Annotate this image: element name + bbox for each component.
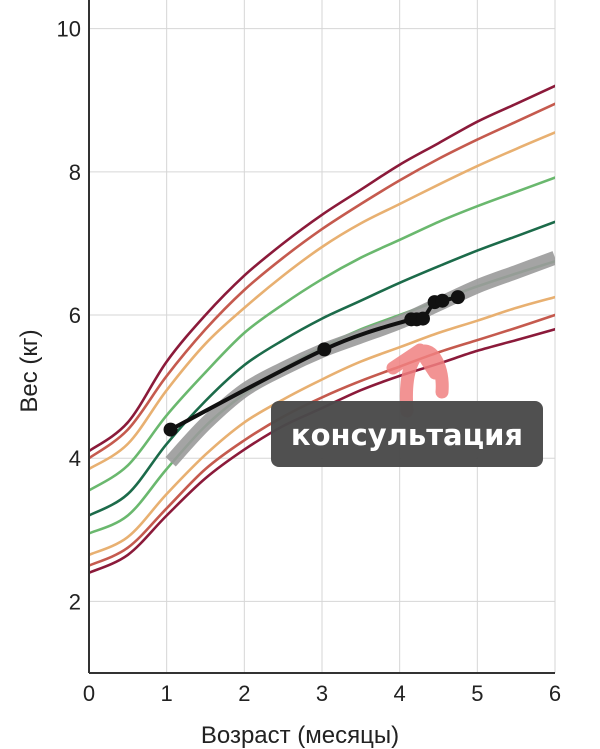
data-point (435, 293, 450, 308)
consultation-badge (271, 401, 543, 467)
axes (88, 0, 555, 674)
x-tick-label: 4 (394, 681, 406, 706)
grid-lines (88, 0, 556, 673)
x-tick-labels: 0 1 2 3 4 5 6 (83, 681, 561, 706)
x-tick-label: 5 (471, 681, 483, 706)
percentile-curve (89, 102, 555, 460)
y-tick-label: 10 (57, 17, 81, 42)
y-axis-label: Вес (кг) (16, 329, 43, 412)
arrow-icon (386, 343, 449, 418)
y-tick-label: 6 (69, 303, 81, 328)
data-point (415, 311, 430, 326)
y-tick-label: 2 (69, 589, 81, 614)
percentile-curve (89, 313, 555, 567)
x-tick-label: 1 (161, 681, 173, 706)
y-tick-labels: 2 4 6 8 10 (57, 17, 81, 615)
percentile-curve (89, 220, 555, 517)
x-tick-label: 6 (549, 681, 561, 706)
x-tick-label: 0 (83, 681, 95, 706)
x-tick-label: 2 (238, 681, 250, 706)
x-axis-label: Возраст (месяцы) (201, 722, 399, 749)
y-tick-label: 4 (69, 446, 81, 471)
data-point (450, 290, 465, 305)
consultation-annotation: консультация (271, 343, 543, 467)
data-point (163, 422, 178, 437)
consultation-label: консультация (291, 418, 523, 452)
weight-series (163, 290, 465, 437)
y-tick-label: 8 (69, 160, 81, 185)
data-point (317, 342, 332, 357)
percentile-curve (89, 176, 555, 492)
percentile-curve (89, 131, 555, 471)
percentile-curve (89, 84, 555, 453)
x-tick-label: 3 (316, 681, 328, 706)
percentile-curve (89, 295, 555, 557)
